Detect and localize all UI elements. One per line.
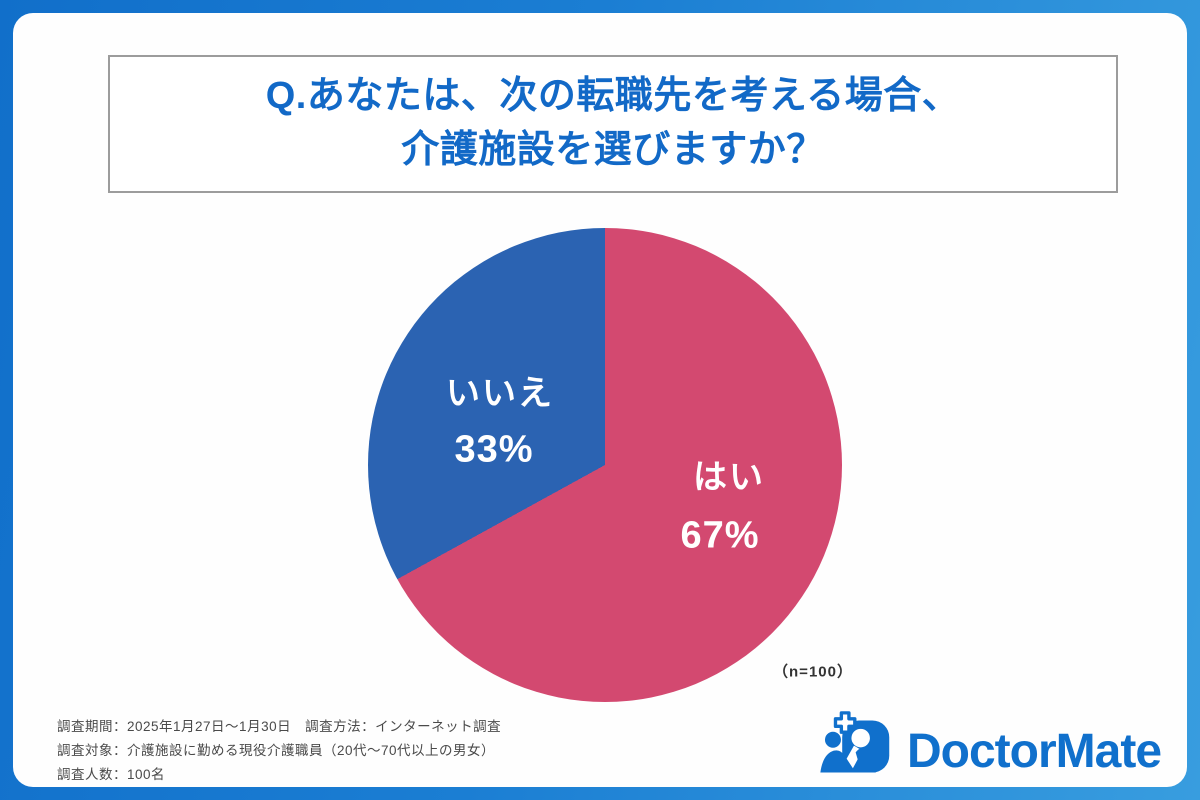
question-title-line1: Q.あなたは、次の転職先を考える場合、 (265, 75, 961, 118)
pie-chart (368, 228, 842, 702)
pie-label-no-name: いいえ (446, 374, 554, 413)
doctormate-wordmark: DoctorMate (907, 724, 1162, 778)
pie-label-yes-value: 67% (680, 514, 760, 557)
survey-info-line-target: 調査対象：介護施設に勤める現役介護職員（20代～70代以上の男女） (57, 743, 496, 758)
doctormate-logo: DoctorMate (817, 707, 1162, 796)
survey-info-block: 調査期間：2025年1月27日～1月30日 調査方法：インターネット調査 調査対… (57, 715, 501, 787)
sample-size-note: （n=100） (773, 663, 853, 681)
survey-info-line-period: 調査期間：2025年1月27日～1月30日 調査方法：インターネット調査 (57, 719, 502, 734)
doctormate-logo-icon (817, 707, 901, 796)
survey-info-line-count: 調査人数：100名 (57, 767, 166, 782)
question-title-box: Q.あなたは、次の転職先を考える場合、 介護施設を選びますか？ (108, 55, 1118, 193)
content-card: Q.あなたは、次の転職先を考える場合、 介護施設を選びますか？ いいえ 33% … (13, 13, 1187, 787)
pie-label-no-value: 33% (454, 428, 534, 471)
question-title-line2: 介護施設を選びますか？ (401, 129, 825, 171)
pie-label-yes-name: はい (693, 458, 765, 497)
